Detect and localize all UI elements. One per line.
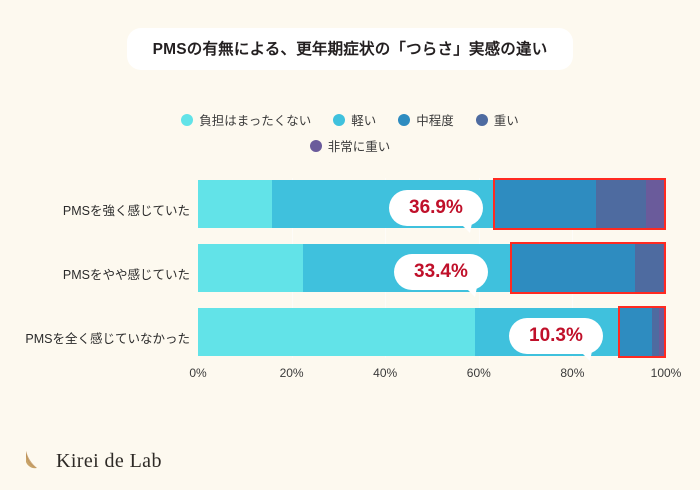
legend-item-very-heavy[interactable]: 非常に重い bbox=[309, 136, 391, 155]
category-label-strong: PMSを強く感じていた bbox=[62, 204, 190, 218]
legend-swatch-very-heavy bbox=[309, 139, 322, 152]
chart-title-container: PMSの有無による、更年期症状の「つらさ」実感の違い bbox=[0, 28, 700, 70]
annotation-callout-mild: 33.4% bbox=[394, 254, 488, 297]
x-tick-80: 80% bbox=[560, 366, 585, 380]
table-row[interactable] bbox=[198, 308, 666, 356]
bar-segment-moderate[interactable] bbox=[617, 308, 652, 356]
legend-item-moderate[interactable]: 中程度 bbox=[398, 110, 454, 129]
chart-legend: 負担はまったくない 軽い 中程度 重い 非常に重い bbox=[0, 110, 700, 162]
bar-segment-heavy[interactable] bbox=[596, 180, 647, 228]
bar-segment-light[interactable] bbox=[302, 244, 510, 292]
page-title: PMSの有無による、更年期症状の「つらさ」実感の違い bbox=[126, 28, 574, 70]
category-label-mild: PMSをやや感じていた bbox=[62, 268, 190, 282]
gridline-20 bbox=[291, 178, 293, 358]
x-tick-40: 40% bbox=[373, 366, 398, 380]
highlight-box-strong bbox=[493, 178, 666, 230]
table-row[interactable] bbox=[198, 180, 666, 228]
highlight-box-mild bbox=[509, 242, 666, 294]
legend-label-very-heavy: 非常に重い bbox=[327, 140, 391, 154]
bar-segment-very-heavy[interactable] bbox=[658, 308, 666, 356]
bar-segment-moderate[interactable] bbox=[509, 244, 635, 292]
gridline-60 bbox=[478, 178, 480, 358]
brand-logo: Kirei de Lab bbox=[22, 448, 162, 474]
legend-label-heavy: 重い bbox=[493, 114, 519, 128]
bar-segment-none[interactable] bbox=[198, 244, 303, 292]
legend-swatch-none bbox=[181, 113, 194, 126]
x-tick-60: 60% bbox=[466, 366, 491, 380]
legend-row-1: 負担はまったくない 軽い 中程度 重い bbox=[0, 110, 700, 129]
bar-segment-heavy[interactable] bbox=[634, 244, 663, 292]
legend-swatch-light bbox=[333, 113, 346, 126]
bar-segment-none[interactable] bbox=[198, 180, 272, 228]
x-tick-100: 100% bbox=[650, 366, 682, 380]
bar-segment-light[interactable] bbox=[475, 308, 618, 356]
legend-label-light: 軽い bbox=[351, 114, 377, 128]
feather-icon bbox=[26, 451, 37, 469]
highlight-box-none bbox=[617, 306, 666, 358]
bar-segment-light[interactable] bbox=[271, 180, 494, 228]
category-label-none: PMSを全く感じていなかった bbox=[25, 332, 190, 346]
bar-segment-very-heavy[interactable] bbox=[646, 180, 666, 228]
legend-label-none: 負担はまったくない bbox=[199, 114, 312, 128]
plot-area bbox=[198, 178, 666, 358]
legend-item-none[interactable]: 負担はまったくない bbox=[181, 110, 311, 129]
annotation-callout-none: 10.3% bbox=[509, 318, 603, 361]
legend-swatch-moderate bbox=[398, 113, 411, 126]
legend-swatch-heavy bbox=[475, 113, 488, 126]
gridline-40 bbox=[385, 178, 387, 358]
table-row[interactable] bbox=[198, 244, 666, 292]
brand-logo-text: Kirei de Lab bbox=[56, 449, 162, 472]
bar-segment-very-heavy[interactable] bbox=[662, 244, 666, 292]
legend-label-moderate: 中程度 bbox=[416, 114, 454, 128]
annotation-callout-strong: 36.9% bbox=[389, 190, 483, 233]
gridline-80 bbox=[572, 178, 574, 358]
bar-segment-moderate[interactable] bbox=[493, 180, 597, 228]
bar-segment-none[interactable] bbox=[198, 308, 476, 356]
x-axis: 0% 20% 40% 60% 80% 100% bbox=[189, 366, 681, 386]
legend-row-2: 非常に重い bbox=[0, 136, 700, 155]
legend-item-heavy[interactable]: 重い bbox=[475, 110, 519, 129]
legend-item-light[interactable]: 軽い bbox=[333, 110, 376, 129]
x-tick-0: 0% bbox=[189, 366, 207, 380]
x-tick-20: 20% bbox=[279, 366, 304, 380]
bar-segment-heavy[interactable] bbox=[651, 308, 659, 356]
